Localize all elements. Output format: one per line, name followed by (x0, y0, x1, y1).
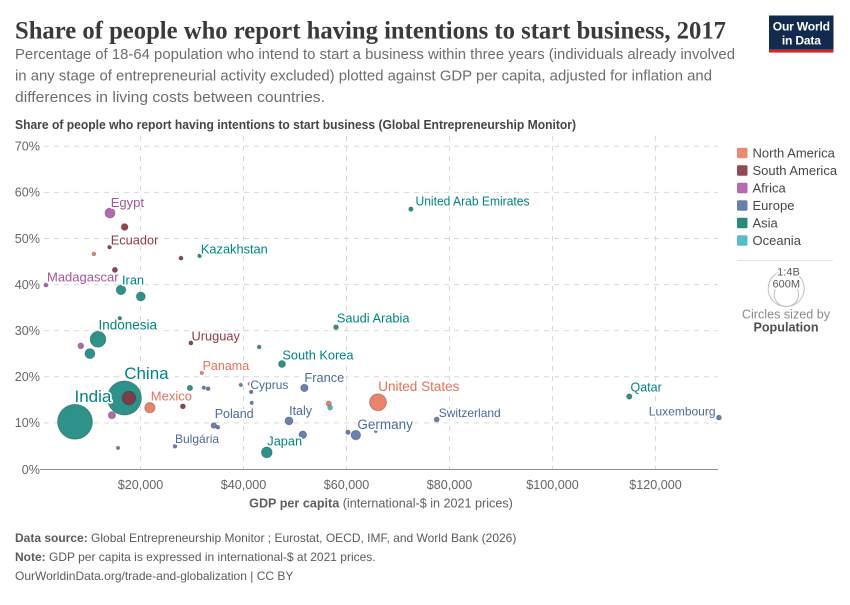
svg-text:20%: 20% (15, 370, 40, 384)
svg-text:Italy: Italy (289, 404, 313, 418)
svg-text:600M: 600M (773, 279, 801, 291)
svg-text:0%: 0% (22, 463, 40, 477)
svg-text:$60,000: $60,000 (324, 478, 370, 492)
svg-text:South America: South America (753, 163, 838, 178)
svg-text:OurWorldinData.org/trade-and-g: OurWorldinData.org/trade-and-globalizati… (15, 569, 293, 583)
svg-text:South Korea: South Korea (282, 347, 354, 362)
svg-text:in Data: in Data (782, 34, 821, 48)
svg-text:$40,000: $40,000 (221, 478, 267, 492)
svg-text:Population: Population (753, 320, 818, 334)
svg-text:Bulgária: Bulgária (175, 432, 219, 446)
svg-text:Madagascar: Madagascar (47, 270, 119, 285)
svg-text:Qatar: Qatar (631, 380, 662, 394)
svg-text:Germany: Germany (357, 417, 413, 432)
svg-text:40%: 40% (15, 278, 40, 292)
svg-text:70%: 70% (15, 140, 40, 154)
svg-text:$80,000: $80,000 (427, 478, 473, 492)
svg-text:Kazakhstan: Kazakhstan (201, 241, 268, 256)
svg-text:Note: GDP per capita is expres: Note: GDP per capita is expressed in int… (15, 550, 376, 564)
svg-text:$100,000: $100,000 (526, 478, 579, 492)
svg-text:North America: North America (753, 145, 836, 160)
svg-text:Percentage of 18-64 population: Percentage of 18-64 population who inten… (15, 47, 735, 63)
svg-text:Ecuador: Ecuador (111, 232, 159, 247)
svg-text:Africa: Africa (753, 180, 787, 195)
svg-text:differences in living costs be: differences in living costs between coun… (15, 90, 325, 106)
svg-text:Japan: Japan (267, 434, 302, 449)
svg-text:Oceania: Oceania (753, 233, 802, 248)
svg-text:India: India (75, 387, 112, 406)
svg-text:Share of people who report hav: Share of people who report having intent… (15, 16, 726, 45)
svg-text:$20,000: $20,000 (118, 478, 164, 492)
svg-text:Panama: Panama (203, 359, 250, 373)
svg-text:30%: 30% (15, 324, 40, 338)
svg-text:$120,000: $120,000 (629, 478, 682, 492)
svg-text:France: France (304, 370, 344, 385)
svg-text:60%: 60% (15, 186, 40, 200)
svg-text:GDP per capita (international-: GDP per capita (international-$ in 2021 … (249, 497, 513, 511)
svg-text:Our World: Our World (773, 20, 830, 34)
svg-text:Mexico: Mexico (151, 389, 192, 404)
svg-text:Cyprus: Cyprus (250, 378, 288, 392)
svg-text:Circles sized by: Circles sized by (742, 307, 831, 321)
svg-text:United States: United States (378, 379, 459, 394)
svg-text:Switzerland: Switzerland (439, 406, 501, 420)
svg-text:Share of people who report hav: Share of people who report having intent… (15, 118, 576, 132)
svg-text:10%: 10% (15, 416, 40, 430)
svg-text:Luxembourg: Luxembourg (649, 405, 716, 419)
svg-text:Asia: Asia (753, 215, 779, 230)
svg-text:Saudi Arabia: Saudi Arabia (337, 311, 410, 326)
svg-text:Uruguay: Uruguay (192, 329, 241, 344)
svg-text:China: China (124, 364, 169, 383)
svg-text:50%: 50% (15, 232, 40, 246)
svg-text:United Arab Emirates: United Arab Emirates (416, 195, 530, 209)
svg-text:Europe: Europe (753, 198, 795, 213)
svg-text:Poland: Poland (215, 407, 254, 421)
svg-text:Egypt: Egypt (111, 195, 145, 210)
svg-text:in any stage of entrepreneuria: in any stage of entrepreneurial activity… (15, 68, 712, 84)
svg-text:Iran: Iran (122, 273, 144, 288)
svg-text:Indonesia: Indonesia (99, 318, 158, 333)
svg-text:1:4B: 1:4B (777, 267, 800, 279)
svg-text:Data source: Global Entreprene: Data source: Global Entrepreneurship Mon… (15, 531, 516, 545)
